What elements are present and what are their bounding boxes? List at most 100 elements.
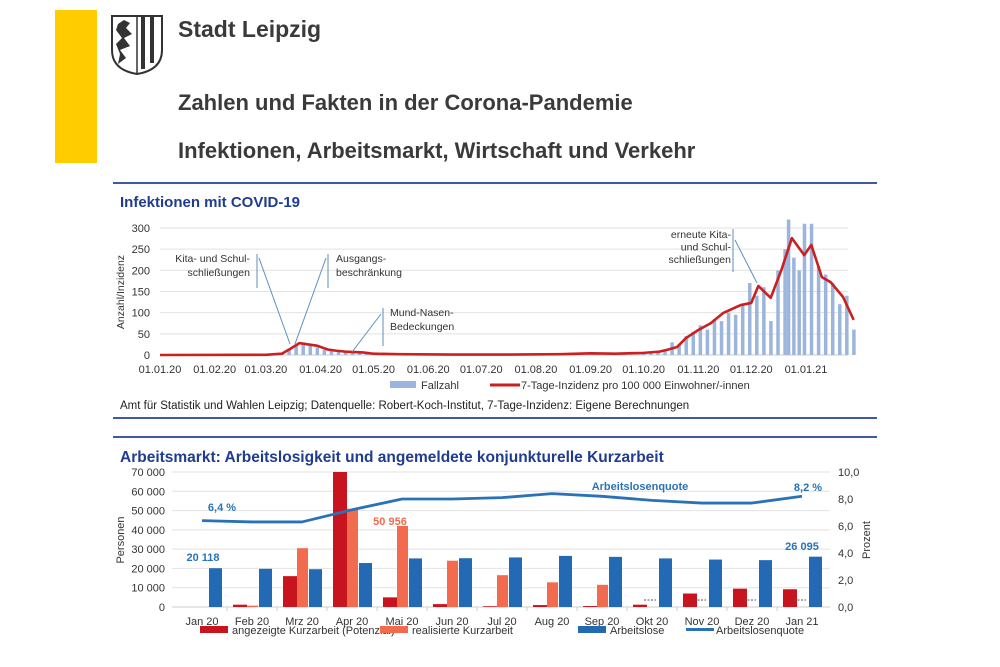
yellow-accent-bar xyxy=(55,10,97,163)
annotation-text: Bedeckungen xyxy=(390,321,454,333)
page-subtitle: Infektionen, Arbeitsmarkt, Wirtschaft un… xyxy=(178,138,696,163)
fallzahl-bar xyxy=(823,274,828,355)
bar-realisiert xyxy=(497,575,508,607)
fallzahl-bar xyxy=(336,351,341,355)
bar-angezeigt xyxy=(533,605,547,607)
fallzahl-bar xyxy=(830,283,835,355)
legend-label: Arbeitslose xyxy=(610,625,664,637)
bar-angezeigt xyxy=(733,588,747,607)
x-tick-label: Okt 20 xyxy=(636,616,668,628)
fallzahl-bar xyxy=(656,352,660,355)
fallzahl-bar xyxy=(329,350,334,355)
data-label: Arbeitslosenquote xyxy=(592,481,689,493)
fallzahl-bar xyxy=(802,223,807,355)
bar-arbeitslose xyxy=(509,557,522,607)
fallzahl-bar xyxy=(809,223,814,355)
x-tick-label: Jan 20 xyxy=(185,616,218,628)
y2-tick-label: 2,0 xyxy=(838,575,853,587)
y-tick-label: 50 xyxy=(138,329,150,341)
bar-realisiert xyxy=(247,605,258,607)
section-title-infektionen: Infektionen mit COVID-19 xyxy=(120,194,301,211)
fallzahl-bar xyxy=(838,304,842,355)
page-title: Zahlen und Fakten in der Corona-Pandemie xyxy=(178,90,633,115)
bar-arbeitslose xyxy=(709,559,722,607)
legend-swatch xyxy=(578,626,606,633)
fallzahl-bar xyxy=(343,352,348,355)
fallzahl-bar xyxy=(733,314,738,355)
x-tick-label: 01.05.20 xyxy=(352,364,395,376)
y-tick-label: 50 000 xyxy=(131,506,165,518)
y-tick-label: 100 xyxy=(132,308,150,320)
arbeitslosenquote-line xyxy=(201,492,803,524)
fallzahl-bar xyxy=(726,312,731,355)
bar-angezeigt xyxy=(383,597,397,607)
fallzahl-bar xyxy=(663,349,667,355)
bar-arbeitslose xyxy=(259,568,272,607)
city-name: Stadt Leipzig xyxy=(178,16,322,42)
fallzahl-bar xyxy=(792,257,796,355)
fallzahl-bar xyxy=(294,344,298,355)
annotation-text: schließungen xyxy=(669,254,732,266)
bar-angezeigt xyxy=(333,472,347,607)
legend-label: realisierte Kurzarbeit xyxy=(412,625,513,637)
y-tick-label: 200 xyxy=(132,265,150,277)
fallzahl-bar xyxy=(797,270,801,355)
source-note: Amt für Statistik und Wahlen Leipzig; Da… xyxy=(120,400,690,412)
annotation-text: Kita- und Schul- xyxy=(175,253,250,265)
fallzahl-bar xyxy=(308,345,313,355)
y-tick-label: 40 000 xyxy=(131,525,165,537)
x-tick-label: Mrz 20 xyxy=(285,616,319,628)
y-tick-label: 0 xyxy=(144,350,150,362)
fallzahl-bar xyxy=(852,329,856,355)
x-tick-label: 01.03.20 xyxy=(244,364,287,376)
bar-angezeigt xyxy=(433,604,447,607)
x-tick-label: Sep 20 xyxy=(585,616,620,628)
data-label: 20 118 xyxy=(186,552,219,564)
y2-axis-label: Prozent xyxy=(861,521,873,559)
annotation-text: Mund-Nasen- xyxy=(390,307,454,319)
coat-of-arms-logo xyxy=(111,15,163,76)
y-axis-label: Anzahl/Inzidenz xyxy=(115,255,127,329)
inzidenz-line xyxy=(159,236,855,357)
x-tick-label: Mai 20 xyxy=(385,616,418,628)
legend-swatch xyxy=(200,626,228,633)
x-tick-label: Feb 20 xyxy=(235,616,269,628)
fallzahl-bar xyxy=(712,319,717,355)
bar-arbeitslose xyxy=(609,556,622,607)
y2-tick-label: 10,0 xyxy=(838,467,859,479)
fallzahl-bar xyxy=(776,270,780,355)
legend-label: 7-Tage-Inzidenz pro 100 000 Einwohner/-i… xyxy=(521,380,750,392)
fallzahl-bar xyxy=(740,304,745,355)
y-tick-label: 20 000 xyxy=(131,563,165,575)
legend-label: Fallzahl xyxy=(421,380,459,392)
x-tick-label: Nov 20 xyxy=(685,616,720,628)
bar-angezeigt xyxy=(633,604,647,607)
bar-arbeitslose xyxy=(559,555,572,607)
x-tick-label: 01.11.20 xyxy=(677,364,719,376)
fallzahl-bar xyxy=(705,329,710,355)
fallzahl-bar xyxy=(816,266,821,355)
fallzahl-bar xyxy=(350,352,355,355)
data-label: 26 095 xyxy=(785,541,819,553)
annotation-text: schließungen xyxy=(188,267,251,279)
x-tick-label: 01.08.20 xyxy=(515,364,558,376)
annotation-leader xyxy=(734,239,758,284)
fallzahl-bar xyxy=(786,219,791,355)
bar-arbeitslose xyxy=(309,569,322,607)
data-label: 8,2 % xyxy=(794,482,822,494)
annotation-leader xyxy=(351,313,382,353)
bar-angezeigt xyxy=(583,606,597,607)
fallzahl-bar xyxy=(287,348,291,355)
annotation-text: Ausgangs- xyxy=(336,253,387,265)
y-tick-label: 30 000 xyxy=(131,544,165,556)
divider xyxy=(113,182,877,184)
bar-arbeitslose xyxy=(409,558,422,607)
legend-swatch-fallzahl xyxy=(390,381,416,388)
fallzahl-bar xyxy=(677,344,681,355)
fallzahl-bar xyxy=(684,335,688,355)
y2-tick-label: 0,0 xyxy=(838,602,853,614)
y-tick-label: 300 xyxy=(132,223,150,235)
x-tick-label: 01.12.20 xyxy=(730,364,773,376)
fallzahl-bar xyxy=(769,321,773,355)
fallzahl-bar xyxy=(322,349,327,355)
